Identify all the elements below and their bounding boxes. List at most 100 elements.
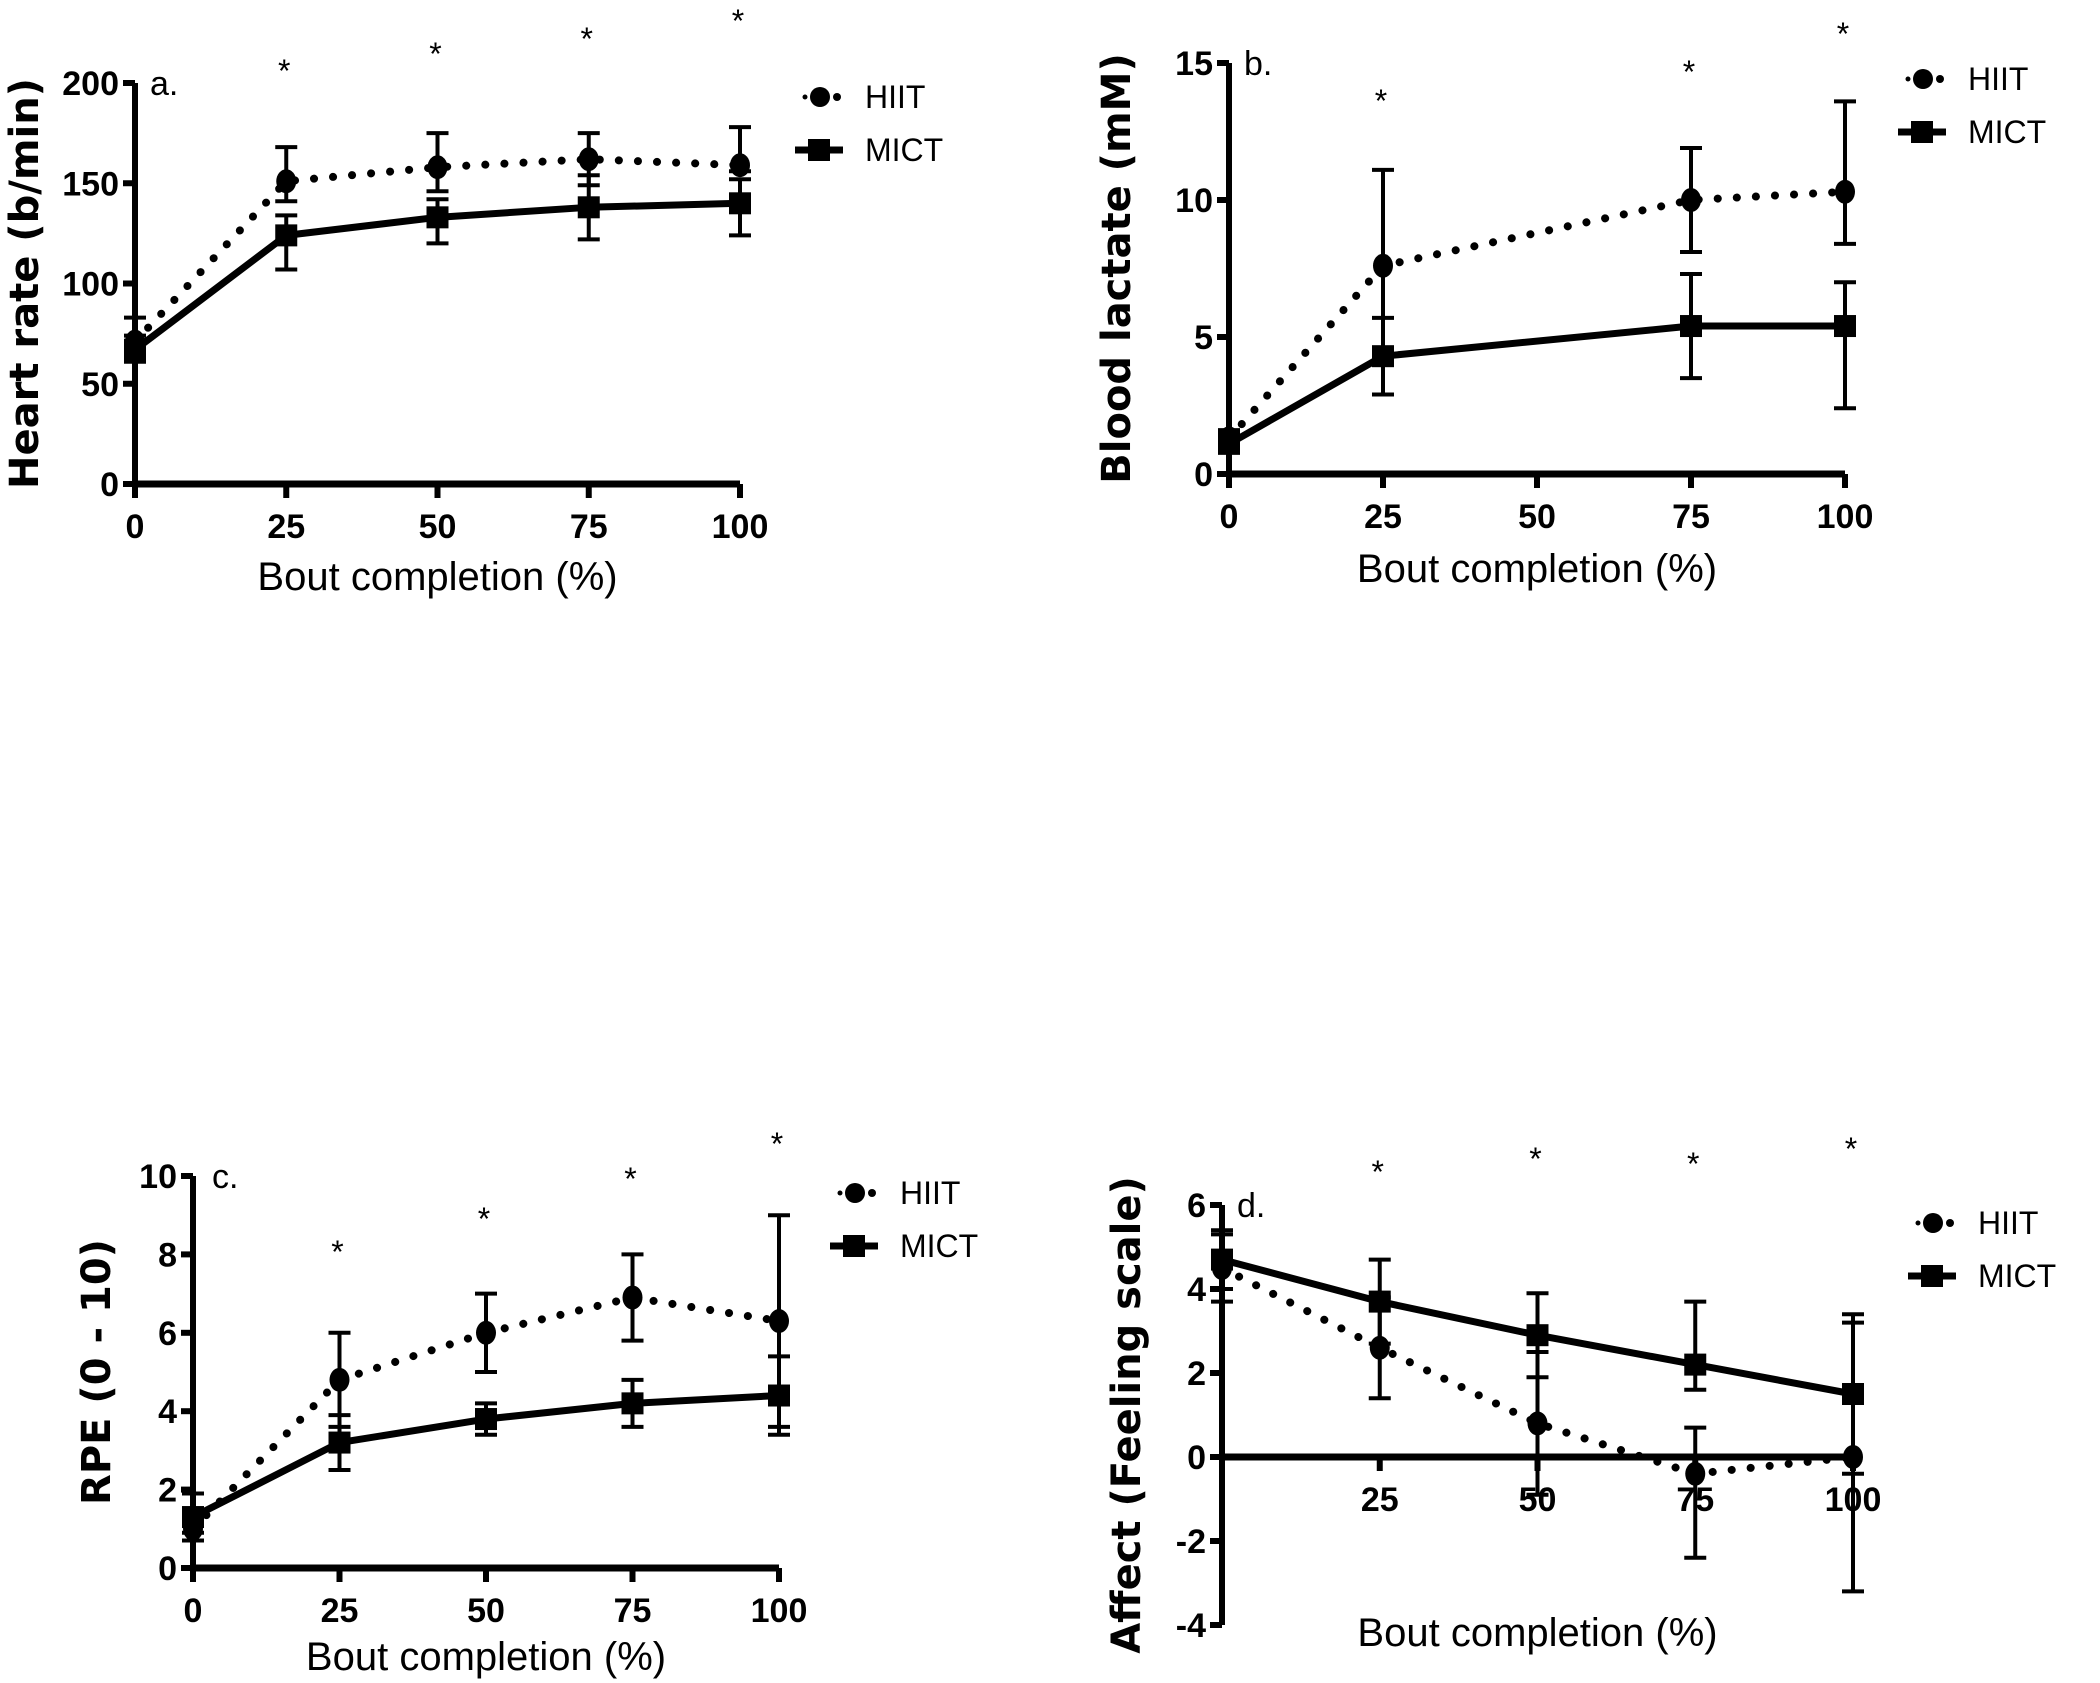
data-point-square <box>275 224 298 247</box>
data-point-circle <box>329 1367 350 1392</box>
significance-marker: * <box>624 1161 636 1197</box>
x-tick-label: 50 <box>419 508 457 546</box>
x-tick-label: 25 <box>1361 1481 1399 1519</box>
significance-marker: * <box>429 36 441 72</box>
data-point-circle <box>730 153 750 178</box>
legend-square-marker-icon <box>1911 121 1933 143</box>
data-point-square <box>729 192 751 215</box>
series-mict <box>182 1354 790 1535</box>
legend-square-marker-icon <box>1921 1265 1943 1287</box>
legend-label: HIIT <box>1978 1205 2038 1241</box>
y-axis-title: Affect (Feeling scale) <box>1104 1176 1150 1654</box>
data-point-circle <box>427 155 448 180</box>
legend: HIIT MICT <box>1898 61 2046 150</box>
y-tick-label: 4 <box>158 1393 177 1431</box>
data-point-square <box>426 206 449 229</box>
significance-marker: * <box>1372 1154 1384 1190</box>
y-tick-label: -4 <box>1176 1607 1206 1645</box>
legend-label: HIIT <box>900 1175 960 1211</box>
x-tick-label: 100 <box>751 1592 808 1630</box>
significance-marker: * <box>1845 1131 1857 1167</box>
data-point-square <box>182 1506 204 1529</box>
data-point-circle <box>622 1285 643 1310</box>
significance-marker: * <box>771 1126 783 1162</box>
x-tick-label: 25 <box>1364 498 1402 536</box>
significance-marker: * <box>1837 16 1849 52</box>
significance-marker: * <box>581 21 593 57</box>
legend-dot-icon <box>1936 75 1944 83</box>
significance-marker: * <box>1529 1141 1541 1177</box>
x-tick-label: 50 <box>1518 498 1556 536</box>
legend-label: MICT <box>1978 1258 2056 1294</box>
y-tick-label: 4 <box>1187 1271 1206 1309</box>
significance-marker: * <box>732 3 744 39</box>
series-line <box>1218 1264 1857 1478</box>
y-axis-title: Heart rate (b/min) <box>2 78 48 489</box>
legend-item-mict: MICT <box>1908 1258 2056 1294</box>
x-tick-label: 25 <box>267 508 305 546</box>
y-tick-label: 6 <box>158 1315 177 1353</box>
data-point-square <box>577 196 600 219</box>
legend-circle-marker-icon <box>810 87 830 107</box>
data-point-square <box>1834 315 1856 338</box>
legend-dot-icon <box>1915 1220 1921 1226</box>
y-tick-label: 2 <box>158 1472 177 1510</box>
legend-dot-icon <box>833 93 841 101</box>
y-tick-label: 0 <box>1194 456 1213 494</box>
legend-label: MICT <box>900 1228 978 1264</box>
data-point-circle <box>1373 253 1393 278</box>
legend-item-mict: MICT <box>1898 114 2046 150</box>
data-point-square <box>1842 1383 1864 1405</box>
legend-dot-icon <box>1905 76 1911 82</box>
y-tick-label: 100 <box>62 266 119 304</box>
y-tick-label: 200 <box>62 65 119 103</box>
data-point-square <box>124 338 146 361</box>
panel-label: b. <box>1244 45 1272 83</box>
legend-circle-marker-icon <box>1913 69 1933 89</box>
significance-marker: * <box>478 1201 490 1237</box>
chart-panel-a: 0 50 100 150 200 0 25 50 75 100 Heart rate (b/min)… <box>2 3 943 599</box>
legend: HIIT MICT <box>795 79 943 168</box>
x-tick-label: 75 <box>614 1592 652 1630</box>
series-line <box>1227 322 1845 447</box>
legend-circle-marker-icon <box>845 1183 865 1203</box>
y-tick-label: 8 <box>158 1236 177 1274</box>
series-hiit <box>182 1213 790 1543</box>
panel-label: a. <box>150 65 178 103</box>
legend-label: HIIT <box>865 79 925 115</box>
legend-item-mict: MICT <box>795 132 943 168</box>
y-tick-label: 6 <box>1187 1187 1206 1225</box>
y-tick-label: -2 <box>1176 1523 1206 1561</box>
legend-item-hiit: HIIT <box>1905 61 2028 97</box>
y-tick-label: 10 <box>139 1158 177 1196</box>
legend-item-mict: MICT <box>830 1228 978 1264</box>
legend-dot-icon <box>868 1189 876 1197</box>
data-point-square <box>1211 1248 1233 1271</box>
data-point-circle <box>1685 1461 1706 1486</box>
legend-label: HIIT <box>1968 61 2028 97</box>
x-tick-label: 75 <box>1672 498 1710 536</box>
legend: HIIT MICT <box>1908 1205 2056 1294</box>
data-point-circle <box>1835 179 1855 204</box>
x-axis-title: Bout completion (%) <box>306 1635 666 1679</box>
data-point-circle <box>578 147 599 172</box>
y-axis-title: Blood lactate (mM) <box>1094 53 1140 483</box>
data-point-circle <box>1527 1411 1548 1436</box>
y-tick-label: 0 <box>1187 1439 1206 1477</box>
legend-item-hiit: HIIT <box>1915 1205 2038 1241</box>
legend-label: MICT <box>1968 114 2046 150</box>
data-point-square <box>768 1384 790 1407</box>
legend-dot-icon <box>1946 1219 1954 1227</box>
x-axis-title: Bout completion (%) <box>1357 1611 1717 1655</box>
data-point-circle <box>476 1320 496 1345</box>
y-tick-label: 0 <box>158 1550 177 1588</box>
x-tick-label: 100 <box>1817 498 1874 536</box>
panel-label: d. <box>1237 1187 1265 1225</box>
chart-panel-b: 0 5 10 15 0 25 50 75 100 Blood lactate (mM) Bout c… <box>1094 16 2046 591</box>
data-point-circle <box>276 169 297 194</box>
x-axis-title: Bout completion (%) <box>1357 547 1717 591</box>
data-point-square <box>1684 1353 1707 1376</box>
series-line <box>131 155 744 346</box>
significance-marker: * <box>331 1234 343 1270</box>
